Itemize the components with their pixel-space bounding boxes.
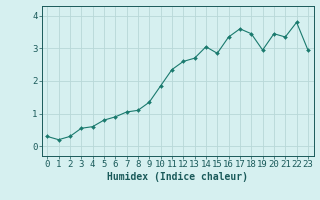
X-axis label: Humidex (Indice chaleur): Humidex (Indice chaleur) (107, 172, 248, 182)
